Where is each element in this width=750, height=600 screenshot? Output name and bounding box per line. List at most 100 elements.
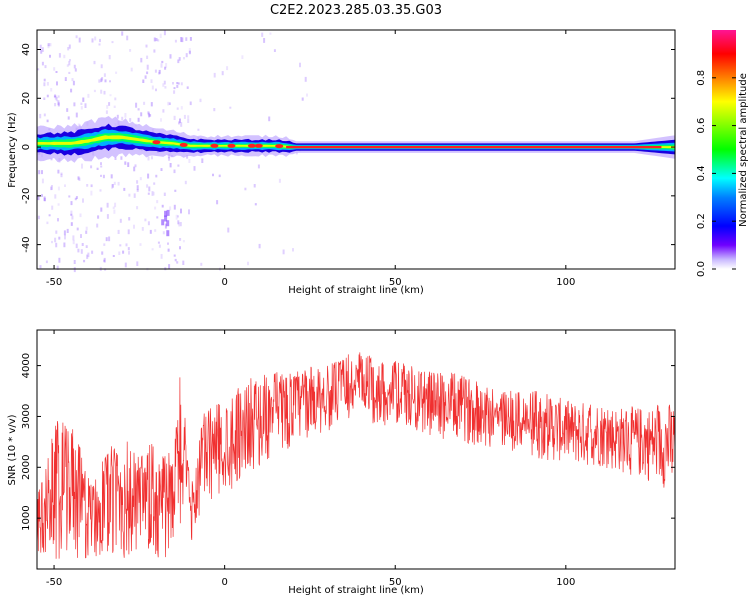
spectrogram-speck xyxy=(50,158,53,161)
spectrogram-speck xyxy=(212,173,214,177)
spectrogram-speck xyxy=(160,118,162,122)
spectrogram-speck xyxy=(103,259,106,262)
spectrogram-speck xyxy=(119,244,122,247)
spectrogram-speck xyxy=(218,174,221,178)
spectrogram-speck xyxy=(201,158,204,163)
spectrogram-speck xyxy=(58,257,61,263)
spectrogram-speck xyxy=(72,239,75,245)
spectrogram-speck xyxy=(147,221,150,226)
spectrogram-speck xyxy=(261,32,264,37)
spectrogram-speck xyxy=(87,93,90,98)
spectrogram-speck xyxy=(164,215,168,222)
spectrogram-speck xyxy=(41,61,44,66)
spectrogram-speck xyxy=(70,213,73,216)
spectrogram-speck xyxy=(43,197,46,202)
spectrogram-speck xyxy=(179,118,181,123)
spectrogram-band xyxy=(37,135,675,149)
spectrogram-speck xyxy=(133,224,135,229)
y-tick-label: -20 xyxy=(21,188,32,204)
spectrogram-speck xyxy=(90,184,93,188)
spectrogram-speck xyxy=(128,217,131,221)
spectrogram-speck xyxy=(68,71,71,74)
spectrogram-speck xyxy=(173,90,176,94)
spectrogram-speck xyxy=(120,156,123,160)
spectrogram-speck xyxy=(70,210,73,216)
spectrogram-speck xyxy=(63,54,66,59)
spectrogram-speck xyxy=(161,60,164,64)
spectrogram-speck xyxy=(173,204,176,210)
spectrogram-speck xyxy=(213,108,216,112)
spectrogram-speck xyxy=(269,32,272,35)
colorbar-tick-label: 0.4 xyxy=(696,165,707,181)
spectrogram-speck xyxy=(153,182,156,185)
spectrogram-speck xyxy=(263,38,266,43)
colorbar-tick-label: 0.6 xyxy=(696,118,707,134)
spectrogram-speck xyxy=(189,37,192,41)
spectrogram-speck xyxy=(67,116,70,120)
spectrogram-speck xyxy=(124,262,127,268)
spectrogram-speck xyxy=(169,163,172,168)
spectrogram-speck xyxy=(76,227,79,231)
spectrogram-speck xyxy=(73,267,76,273)
spectrogram-speck xyxy=(106,202,109,208)
x-tick-label: 0 xyxy=(221,277,227,288)
spectrogram-speck xyxy=(46,94,49,98)
spectrogram-speck xyxy=(148,186,151,192)
spectrogram-speck xyxy=(148,112,150,118)
spectrogram-speck xyxy=(199,98,202,103)
y-tick-label: 40 xyxy=(21,43,32,56)
spectrogram-speck xyxy=(57,102,60,107)
spectrogram-speck xyxy=(115,71,118,74)
spectrogram-speck xyxy=(145,44,148,48)
spectrogram-speck xyxy=(105,237,108,242)
spectrogram-speck xyxy=(37,195,40,201)
spectrogram-speck xyxy=(175,214,178,220)
spectrogram-speck xyxy=(93,89,96,93)
spectrogram-speck xyxy=(114,157,117,160)
colorbar-tick-label: 0.8 xyxy=(696,70,707,86)
spectrogram-speck xyxy=(165,63,168,68)
spectrogram-speck xyxy=(128,193,131,197)
spectrogram-speck xyxy=(129,49,132,52)
spectrogram-speck xyxy=(278,178,281,183)
spectrogram-speck xyxy=(70,88,73,93)
spectrogram-speck xyxy=(47,43,50,47)
spectrogram-speck xyxy=(114,97,117,101)
spectrogram-speck xyxy=(121,116,124,121)
y-tick-label: 2000 xyxy=(21,455,32,480)
spectrogram-speck xyxy=(64,234,66,240)
spectrogram-speck xyxy=(64,77,67,81)
spectrogram-speck xyxy=(185,37,188,41)
spectrogram-speck xyxy=(178,57,181,61)
spectrogram-speck xyxy=(55,97,58,102)
spectrogram-speck xyxy=(41,194,43,197)
spectrogram-speck xyxy=(179,246,181,250)
spectrogram-speck xyxy=(78,37,81,43)
spectrogram-speck xyxy=(67,47,70,51)
spectrogram-speck xyxy=(164,86,167,89)
spectrogram-speck xyxy=(80,106,83,110)
spectrogram-speck xyxy=(80,102,83,105)
spectrogram-speck xyxy=(99,38,101,43)
spectrogram-speck xyxy=(60,172,63,175)
spectrogram-speck xyxy=(74,68,77,72)
spectrogram-speck xyxy=(58,53,61,58)
spectrogram-speck xyxy=(96,223,99,228)
spectrogram-speck xyxy=(37,68,40,71)
spectrogram-speck xyxy=(96,167,99,170)
spectrogram-speck xyxy=(54,194,57,199)
spectrogram-speck xyxy=(39,44,42,49)
spectrogram-speck xyxy=(122,250,125,254)
spectrogram-speck xyxy=(188,159,191,163)
spectrogram-speck xyxy=(142,79,145,83)
spectrogram-speck xyxy=(160,168,163,171)
spectrogram-speck xyxy=(111,184,114,188)
spectrogram-speck xyxy=(56,265,59,270)
spectrogram-speck xyxy=(166,220,170,227)
colorbar-label: Normalized spectral amplitude xyxy=(738,73,749,227)
spectrogram-speck xyxy=(136,180,139,184)
spectrogram-speck xyxy=(186,86,189,89)
spectrogram-speck xyxy=(144,75,147,79)
spectrogram-speck xyxy=(119,218,122,223)
spectrogram-speck xyxy=(213,72,216,78)
